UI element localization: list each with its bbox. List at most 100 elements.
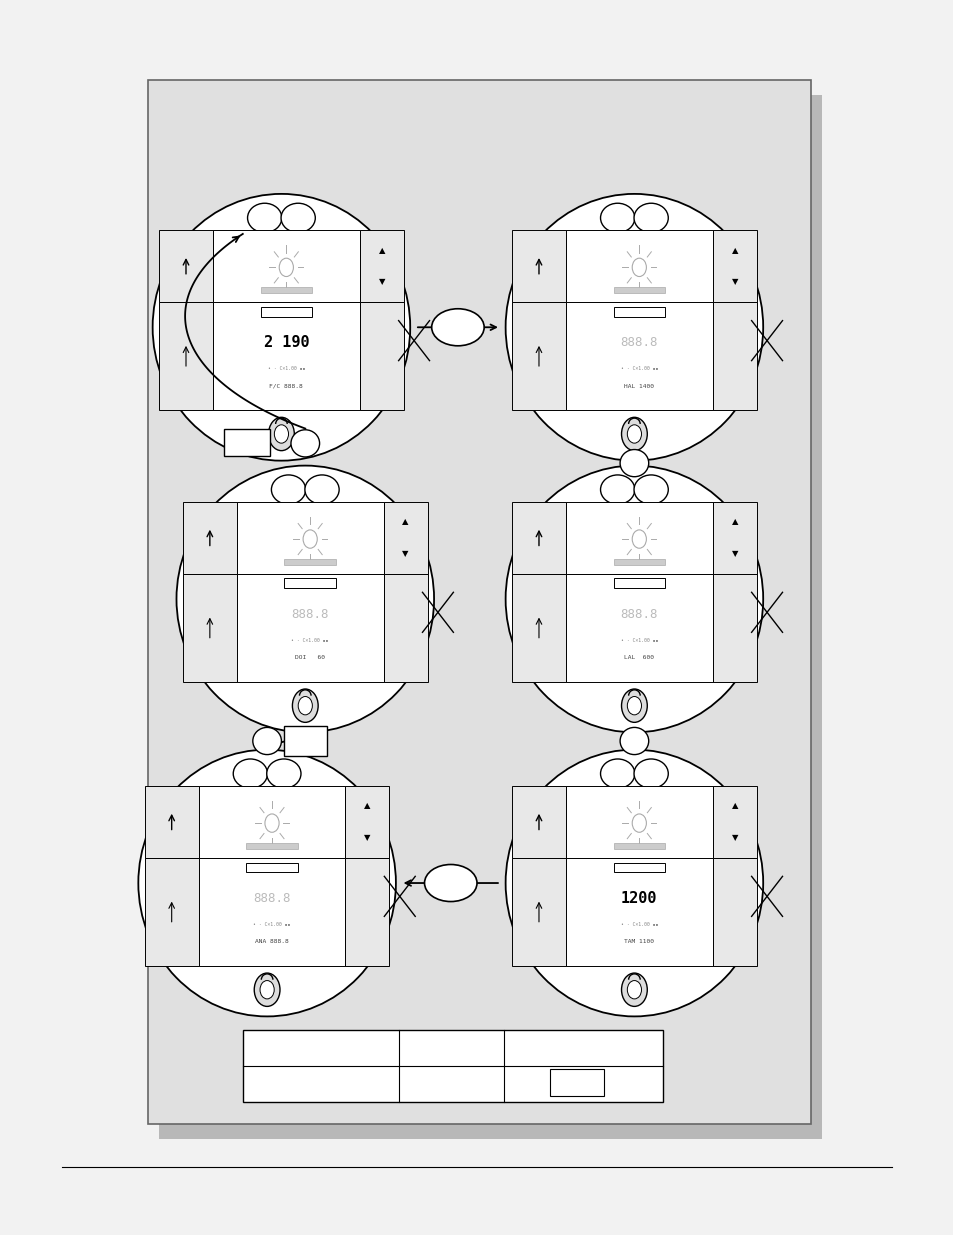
Text: ▲: ▲	[731, 802, 738, 810]
Text: ▲: ▲	[378, 246, 385, 254]
Circle shape	[268, 417, 294, 451]
Bar	[613, 306, 664, 316]
Bar	[198, 785, 345, 857]
Ellipse shape	[505, 194, 762, 461]
Bar	[260, 288, 312, 293]
Bar	[613, 288, 664, 293]
Text: F/C 888.8: F/C 888.8	[269, 384, 303, 389]
Bar	[213, 301, 359, 410]
Bar	[345, 785, 389, 857]
Circle shape	[260, 981, 274, 999]
Ellipse shape	[634, 760, 668, 788]
Ellipse shape	[599, 760, 634, 788]
Ellipse shape	[247, 204, 281, 232]
Circle shape	[621, 973, 646, 1007]
Bar	[565, 573, 712, 682]
Ellipse shape	[271, 475, 305, 504]
Bar	[565, 301, 712, 410]
Bar	[712, 501, 756, 573]
Text: • · C×1.00 ▪▪: • · C×1.00 ▪▪	[620, 367, 658, 372]
Ellipse shape	[305, 475, 339, 504]
Circle shape	[621, 689, 646, 722]
Bar	[159, 230, 213, 301]
Text: ▼: ▼	[364, 834, 371, 842]
Text: TAM 1100: TAM 1100	[623, 940, 654, 945]
Text: • · C×1.00 ▪▪: • · C×1.00 ▪▪	[620, 923, 658, 927]
Bar	[260, 306, 312, 316]
Bar	[613, 862, 664, 872]
Bar	[236, 573, 383, 682]
Ellipse shape	[619, 450, 648, 477]
Bar	[512, 785, 565, 857]
Bar	[236, 501, 383, 573]
Ellipse shape	[176, 466, 434, 732]
Circle shape	[253, 973, 280, 1007]
Bar	[383, 573, 427, 682]
Bar	[549, 1070, 603, 1095]
Text: 888.8: 888.8	[253, 892, 291, 905]
Bar	[613, 559, 664, 564]
Ellipse shape	[152, 194, 410, 461]
Bar	[183, 501, 236, 573]
Bar	[213, 230, 359, 301]
Bar	[712, 857, 756, 966]
Bar	[359, 230, 403, 301]
Text: 888.8: 888.8	[619, 608, 658, 621]
Bar	[246, 862, 297, 872]
Bar	[565, 230, 712, 301]
Ellipse shape	[634, 475, 668, 504]
Circle shape	[627, 981, 640, 999]
Bar	[159, 95, 821, 1139]
Bar	[512, 230, 565, 301]
Text: • · C×1.00 ▪▪: • · C×1.00 ▪▪	[620, 638, 658, 643]
Ellipse shape	[291, 430, 319, 457]
Bar	[345, 857, 389, 966]
Text: ▲: ▲	[402, 517, 409, 526]
Text: ▲: ▲	[364, 802, 371, 810]
Bar	[284, 726, 327, 756]
Circle shape	[621, 417, 646, 451]
Circle shape	[274, 425, 288, 443]
Text: ▲: ▲	[731, 246, 738, 254]
Bar	[512, 573, 565, 682]
Bar	[148, 80, 810, 1124]
Text: HAL 1400: HAL 1400	[623, 384, 654, 389]
Bar	[243, 1030, 662, 1102]
Bar	[198, 857, 345, 966]
Text: 2 190: 2 190	[263, 336, 309, 351]
Text: • · C×1.00 ▪▪: • · C×1.00 ▪▪	[253, 923, 291, 927]
Bar	[359, 301, 403, 410]
Ellipse shape	[267, 760, 301, 788]
Text: • · C×1.00 ▪▪: • · C×1.00 ▪▪	[292, 638, 329, 643]
Ellipse shape	[634, 204, 668, 232]
Text: ▼: ▼	[402, 550, 409, 558]
Ellipse shape	[599, 475, 634, 504]
Bar	[565, 501, 712, 573]
Text: DOI   60: DOI 60	[294, 656, 325, 661]
Bar	[512, 857, 565, 966]
Text: LAL  600: LAL 600	[623, 656, 654, 661]
Bar	[246, 844, 297, 848]
Text: ▼: ▼	[731, 550, 738, 558]
Bar	[613, 844, 664, 848]
Ellipse shape	[505, 750, 762, 1016]
Bar	[183, 573, 236, 682]
Bar	[712, 301, 756, 410]
Bar	[224, 429, 270, 456]
Bar	[145, 857, 198, 966]
Bar	[284, 578, 335, 588]
Text: ANA 888.8: ANA 888.8	[254, 940, 289, 945]
Text: 888.8: 888.8	[619, 336, 658, 350]
Bar	[565, 785, 712, 857]
Text: ▼: ▼	[378, 278, 385, 287]
Bar	[159, 301, 213, 410]
Bar	[512, 501, 565, 573]
Circle shape	[627, 697, 640, 715]
Bar	[613, 578, 664, 588]
Text: ▼: ▼	[731, 834, 738, 842]
Ellipse shape	[424, 864, 476, 902]
Text: • · C×1.00 ▪▪: • · C×1.00 ▪▪	[268, 367, 305, 372]
Circle shape	[292, 689, 318, 722]
Bar	[712, 230, 756, 301]
Bar	[712, 573, 756, 682]
